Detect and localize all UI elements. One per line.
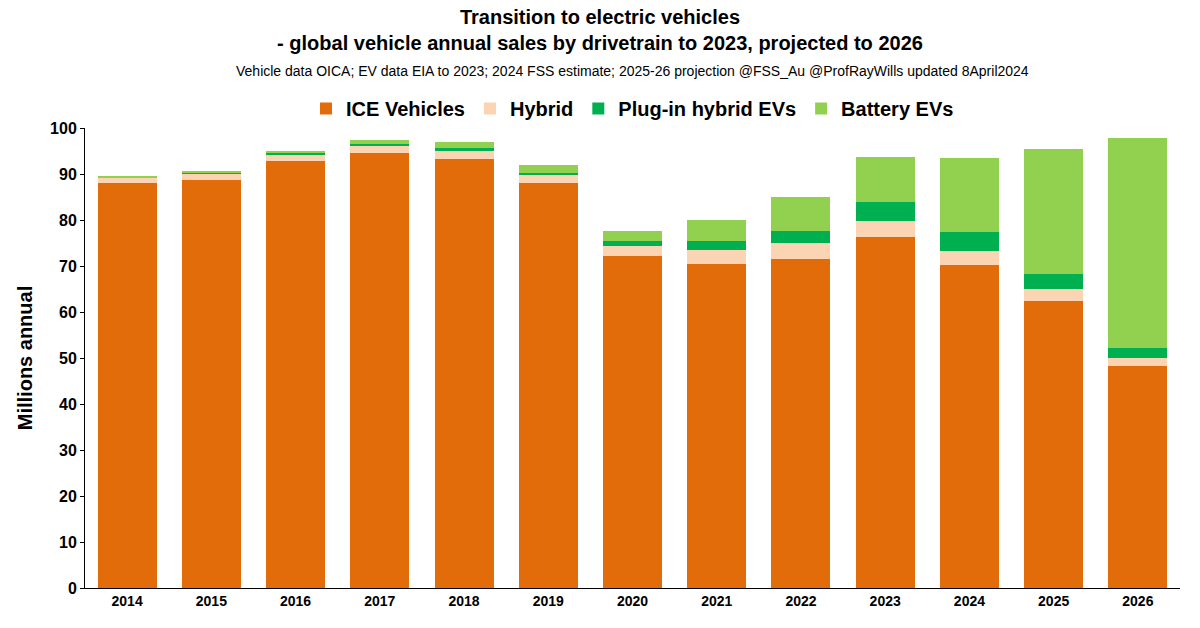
- svg-text:2024: 2024: [954, 593, 985, 609]
- svg-text:30: 30: [59, 442, 77, 459]
- svg-text:ICE Vehicles: ICE Vehicles: [346, 98, 465, 120]
- svg-text:100: 100: [50, 120, 77, 137]
- svg-text:20: 20: [59, 488, 77, 505]
- svg-text:0: 0: [68, 580, 77, 597]
- svg-text:2020: 2020: [617, 593, 648, 609]
- svg-text:Plug-in hybrid EVs: Plug-in hybrid EVs: [618, 98, 796, 120]
- svg-text:2015: 2015: [196, 593, 227, 609]
- svg-text:Transition to electric vehicle: Transition to electric vehicles- global …: [277, 6, 923, 54]
- svg-text:2018: 2018: [448, 593, 479, 609]
- svg-text:60: 60: [59, 304, 77, 321]
- svg-text:2014: 2014: [112, 593, 143, 609]
- svg-text:50: 50: [59, 350, 77, 367]
- svg-text:2022: 2022: [785, 593, 816, 609]
- svg-text:Hybrid: Hybrid: [510, 98, 573, 120]
- svg-text:80: 80: [59, 212, 77, 229]
- svg-text:Battery EVs: Battery EVs: [841, 98, 953, 120]
- svg-text:2017: 2017: [364, 593, 395, 609]
- svg-text:2025: 2025: [1038, 593, 1069, 609]
- svg-text:90: 90: [59, 166, 77, 183]
- svg-text:10: 10: [59, 534, 77, 551]
- svg-text:2019: 2019: [533, 593, 564, 609]
- svg-text:Vehicle data OICA; EV data EIA: Vehicle data OICA; EV data EIA to 2023; …: [236, 63, 1029, 79]
- svg-text:Millions annual: Millions annual: [14, 286, 36, 430]
- svg-text:2026: 2026: [1122, 593, 1153, 609]
- svg-text:40: 40: [59, 396, 77, 413]
- svg-text:70: 70: [59, 258, 77, 275]
- svg-text:2016: 2016: [280, 593, 311, 609]
- svg-text:2023: 2023: [870, 593, 901, 609]
- svg-text:2021: 2021: [701, 593, 732, 609]
